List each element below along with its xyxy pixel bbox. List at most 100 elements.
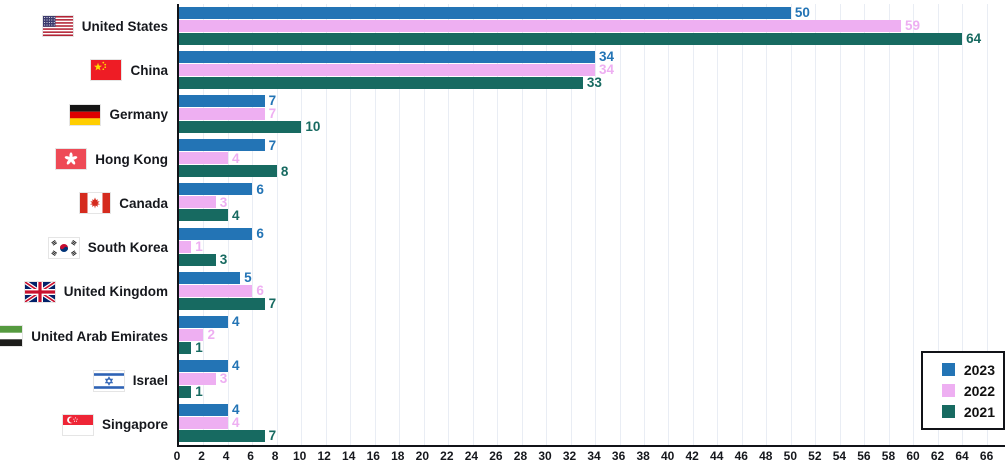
- bar-row: 4: [179, 358, 1005, 374]
- category-label-row: United Kingdom: [0, 270, 171, 314]
- bar-row: 3: [179, 251, 1005, 267]
- bar-value-label: 6: [256, 225, 264, 241]
- gridline: [301, 4, 303, 445]
- bar-2023: [179, 315, 228, 328]
- bar-2022: [179, 196, 216, 209]
- x-tick-label: 52: [808, 449, 822, 463]
- bar-row: 7: [179, 106, 1005, 122]
- bar-2023: [179, 271, 241, 284]
- bar-value-label: 7: [268, 106, 277, 122]
- x-tick-label: 4: [222, 449, 230, 463]
- bar-value-label: 1: [195, 339, 203, 355]
- bar-value-label: 6: [256, 181, 264, 197]
- bar-row: 4: [179, 416, 1005, 429]
- bar-2023: [179, 7, 791, 20]
- x-tick-label: 42: [685, 449, 699, 463]
- south-korea-flag-icon: [48, 237, 79, 258]
- bar-2021: [179, 385, 192, 398]
- bar-value-label: 7: [268, 428, 277, 444]
- bar-value-label: 34: [599, 62, 615, 78]
- bar-value-label: 4: [231, 402, 240, 418]
- legend-swatch-2022: [941, 384, 955, 397]
- legend-label: 2022: [963, 382, 995, 399]
- canada-flag-icon: [80, 193, 111, 214]
- legend-swatch-2023: [941, 363, 955, 376]
- gridline: [472, 4, 474, 445]
- legend-label: 2021: [963, 403, 995, 420]
- category-label: Hong Kong: [95, 151, 168, 167]
- x-tick-label: 40: [660, 449, 675, 463]
- bar-2023: [179, 227, 253, 240]
- legend-label: 2023: [963, 361, 995, 378]
- hong-kong-flag-icon: [56, 149, 87, 170]
- bar-2021: [179, 165, 277, 178]
- bar-row: 7: [179, 93, 1005, 109]
- x-tick-label: 58: [881, 449, 896, 463]
- x-tick-label: 44: [710, 449, 724, 463]
- bar-value-label: 50: [794, 5, 810, 21]
- x-tick-label: 18: [391, 449, 405, 463]
- gridline: [619, 4, 621, 445]
- gridline: [399, 4, 401, 445]
- bar-row: 7: [179, 297, 1005, 310]
- gridline: [546, 4, 548, 445]
- bar-row: 4: [179, 207, 1005, 223]
- bar-value-label: 4: [231, 207, 240, 223]
- bar-row: 34: [179, 62, 1005, 78]
- category-label-row: Canada: [0, 181, 171, 225]
- united-kingdom-flag-icon: [24, 281, 55, 302]
- gridline: [423, 4, 425, 445]
- bar-2021: [179, 341, 192, 354]
- gridline: [741, 4, 743, 445]
- x-tick-label: 12: [317, 449, 331, 463]
- bar-2022: [179, 108, 265, 121]
- bar-2021: [179, 429, 265, 442]
- gridlines: [179, 4, 1005, 445]
- gridline: [374, 4, 376, 445]
- category-label: United Kingdom: [63, 284, 168, 300]
- x-tick-label: 22: [440, 449, 454, 463]
- bar-value-label: 3: [219, 251, 228, 267]
- gridline: [790, 4, 792, 445]
- bar-row: 34: [179, 49, 1005, 65]
- category-label-row: Germany: [0, 93, 171, 137]
- bar-group: 7 4 8: [179, 136, 1005, 180]
- category-label-row: United Arab Emirates: [0, 314, 171, 358]
- singapore-flag-icon: [62, 414, 93, 435]
- category-label-row: Singapore: [0, 403, 171, 447]
- gridline: [668, 4, 670, 445]
- x-tick-label: 64: [955, 449, 969, 463]
- x-tick-label: 36: [611, 449, 626, 463]
- bar-row: 8: [179, 165, 1005, 178]
- bar-row: 7: [179, 139, 1005, 152]
- gridline: [839, 4, 841, 445]
- bar-value-label: 7: [268, 93, 277, 109]
- china-flag-icon: [91, 60, 122, 81]
- bar-row: 4: [179, 152, 1005, 165]
- gridline: [644, 4, 645, 445]
- bar-group: 34 34 33: [179, 48, 1005, 92]
- x-tick-label: 62: [930, 449, 945, 463]
- x-tick-label: 48: [759, 449, 773, 463]
- bar-value-label: 59: [904, 18, 921, 34]
- legend-item-2023: 2023: [931, 363, 995, 377]
- bar-2022: [179, 372, 216, 385]
- gridline: [325, 4, 327, 445]
- x-tick-label: 16: [366, 449, 380, 463]
- x-tick-label: 2: [198, 449, 205, 463]
- bar-value-label: 4: [231, 358, 240, 374]
- bar-value-label: 34: [599, 49, 615, 65]
- bar-value-label: 10: [305, 119, 321, 135]
- bar-2022: [179, 20, 901, 33]
- x-tick-label: 30: [538, 449, 552, 463]
- bar-group: 7 7 10: [179, 92, 1005, 136]
- bar-2022: [179, 328, 204, 341]
- bar-row: 6: [179, 225, 1005, 241]
- legend-item-2022: 2022: [931, 384, 995, 398]
- category-label-row: South Korea: [0, 225, 171, 269]
- bar-value-label: 4: [231, 313, 240, 329]
- bar-groups: 50 59 64 34 34 33 7 7 10 7 4 8 6 3 4 6 1 3 5 6 7 4 2 1 4 3 1 4 4 7: [179, 4, 1005, 445]
